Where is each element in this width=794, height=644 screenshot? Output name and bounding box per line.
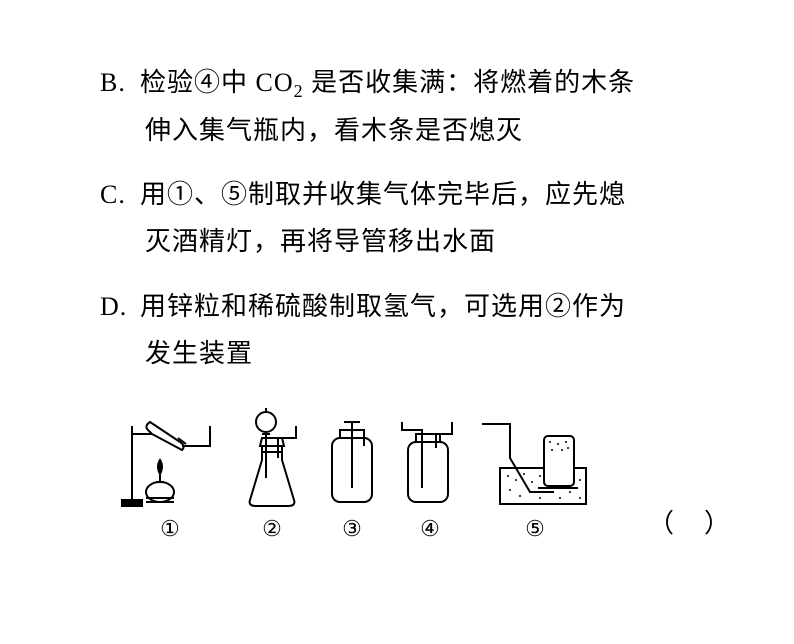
diagram-4: ④ xyxy=(398,408,462,542)
option-c-text1: 用①、⑤制取并收集气体完毕后，应先熄 xyxy=(140,180,626,209)
diagram-2: ② xyxy=(238,408,306,542)
option-d: D.用锌粒和稀硫酸制取氢气，可选用②作为 发生装置 xyxy=(100,284,694,378)
diagram-1-label: ① xyxy=(160,516,180,542)
diagram-5: ⑤ xyxy=(480,408,590,542)
diagram-1-svg xyxy=(120,408,220,508)
option-b-line1: B.检验④中 CO2 是否收集满：将燃着的木条 xyxy=(100,60,694,108)
diagram-5-svg xyxy=(480,408,590,508)
option-d-label: D. xyxy=(100,284,140,331)
diagram-1: ① xyxy=(120,408,220,542)
option-d-line1: D.用锌粒和稀硫酸制取氢气，可选用②作为 xyxy=(100,284,694,331)
option-c-line1: C.用①、⑤制取并收集气体完毕后，应先熄 xyxy=(100,172,694,219)
diagram-2-label: ② xyxy=(262,516,282,542)
diagram-4-label: ④ xyxy=(420,516,440,542)
option-b-line2: 伸入集气瓶内，看木条是否熄灭 xyxy=(100,108,694,155)
option-d-line2: 发生装置 xyxy=(100,331,694,378)
diagram-3: ③ xyxy=(324,408,380,542)
paren-close: ） xyxy=(704,509,760,538)
option-b-text1: 检验④中 CO xyxy=(140,68,294,97)
option-d-text1: 用锌粒和稀硫酸制取氢气，可选用②作为 xyxy=(140,292,626,321)
diagram-5-label: ⑤ xyxy=(525,516,545,542)
diagram-2-svg xyxy=(238,408,306,508)
option-c: C.用①、⑤制取并收集气体完毕后，应先熄 灭酒精灯，再将导管移出水面 xyxy=(100,172,694,266)
diagram-4-svg xyxy=(398,408,462,508)
diagram-row: ① xyxy=(100,408,694,542)
option-b-label: B. xyxy=(100,60,140,107)
option-b-sub: 2 xyxy=(294,81,304,101)
option-b-text2: 是否收集满：将燃着的木条 xyxy=(304,68,636,97)
option-b: B.检验④中 CO2 是否收集满：将燃着的木条 伸入集气瓶内，看木条是否熄灭 xyxy=(100,60,694,154)
option-c-label: C. xyxy=(100,172,140,219)
answer-paren: （） xyxy=(648,503,760,540)
diagram-3-label: ③ xyxy=(342,516,362,542)
option-c-line2: 灭酒精灯，再将导管移出水面 xyxy=(100,219,694,266)
paren-open: （ xyxy=(648,509,704,538)
diagram-3-svg xyxy=(324,408,380,508)
